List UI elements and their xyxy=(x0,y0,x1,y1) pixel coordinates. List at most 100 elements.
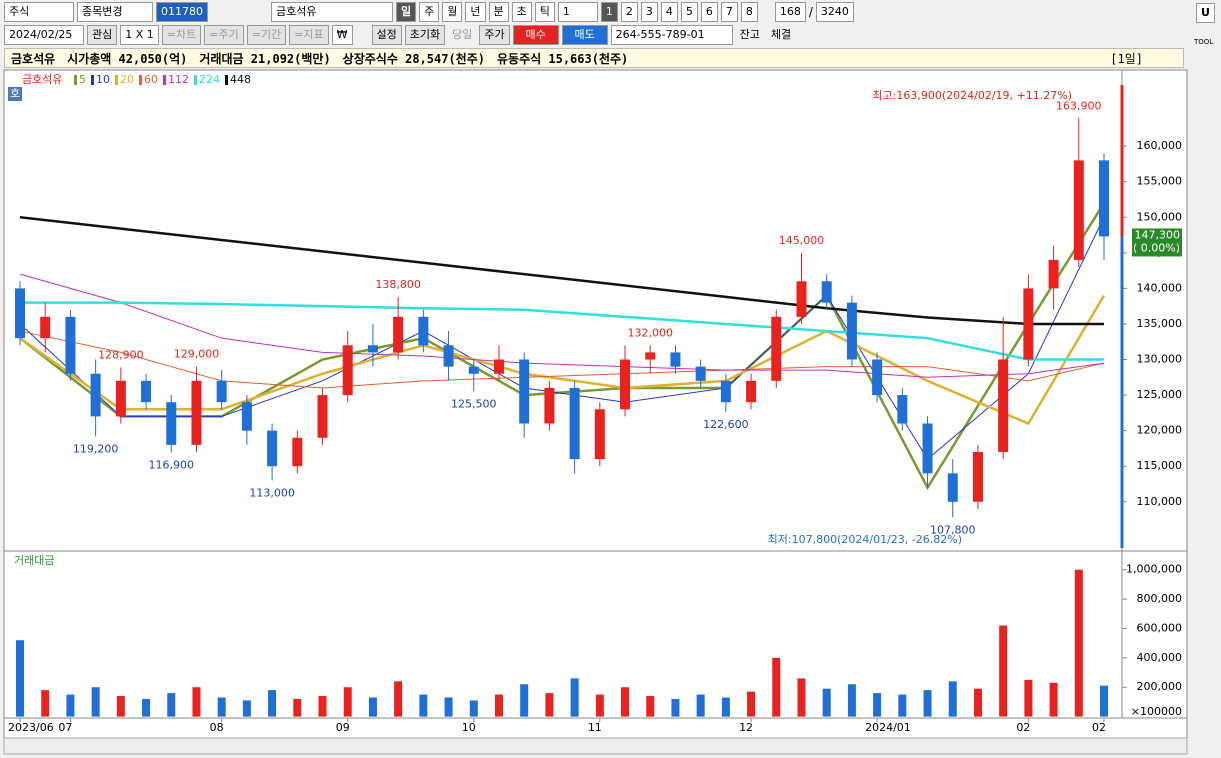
info-bar: 금호석유 시가총액 42,050(억) 거래대금 21,092(백만) 상장주식… xyxy=(4,48,1184,68)
y-tick-label: 130,000 xyxy=(1137,353,1183,366)
volume-bar xyxy=(116,696,125,717)
price-label: 107,800 xyxy=(930,523,976,536)
side-button[interactable]: U xyxy=(1196,3,1215,23)
info-item: 시가총액 42,050(억) xyxy=(67,52,188,66)
slot-button[interactable]: 6 xyxy=(700,2,718,22)
period-button[interactable]: 년 xyxy=(465,2,486,22)
today-check[interactable]: 당일 xyxy=(452,28,473,41)
reset-button[interactable]: 초기화 xyxy=(404,25,446,45)
count-input[interactable]: 168 xyxy=(774,2,806,22)
currency-button[interactable]: ₩ xyxy=(331,25,353,45)
moving-average xyxy=(19,217,1105,460)
price-label: 138,800 xyxy=(375,278,421,291)
legend-swatch xyxy=(163,75,166,85)
y-tick-label: 1,000,000 xyxy=(1126,563,1182,576)
candle-body xyxy=(746,380,757,403)
tab-button[interactable]: =지표 xyxy=(289,25,329,45)
volume-bar xyxy=(1100,685,1108,717)
last-change: ( 0.00%) xyxy=(1133,241,1180,254)
y-tick-label: 155,000 xyxy=(1137,175,1183,188)
legend-swatch xyxy=(194,75,197,85)
account-select[interactable]: 264-555-789-01 xyxy=(610,25,733,45)
separator: / xyxy=(808,5,813,19)
y-tick-label: 200,000 xyxy=(1137,680,1183,693)
sell-button[interactable]: 매도 xyxy=(561,25,608,45)
slot-button[interactable]: 1 xyxy=(600,2,618,22)
volume-bar xyxy=(167,693,176,717)
volume-bar xyxy=(192,687,201,717)
filled-check[interactable]: 체결 xyxy=(770,28,792,41)
volume-bar xyxy=(41,690,50,717)
x-tick-label: 2023/06 xyxy=(8,721,54,734)
interval-select[interactable]: 1 xyxy=(557,2,598,22)
volume-bar xyxy=(318,696,327,717)
legend-entry: 448 xyxy=(230,73,251,86)
info-item: 유동주식 15,663(천주) xyxy=(496,52,629,66)
y-tick-label: 400,000 xyxy=(1137,651,1183,664)
volume-bar xyxy=(822,688,831,717)
total-field[interactable]: 3240 xyxy=(815,2,854,22)
period-button[interactable]: 분 xyxy=(488,2,509,22)
toolbar-2: 2024/02/25 관심 1 X 1 =차트 =주기 =기간 =지표 ₩ 설정 초기화 당일 주가 매… xyxy=(0,24,795,46)
price-button[interactable]: 주가 xyxy=(479,25,510,45)
balance-check[interactable]: 잔고 xyxy=(739,28,760,41)
candle-body xyxy=(65,316,76,374)
low-note: 최저:107,800(2024/01/23, -26.82%) xyxy=(768,533,962,546)
market-select[interactable]: 주식 xyxy=(4,2,74,22)
x-tick-label: 08 xyxy=(210,721,224,734)
slot-button[interactable]: 5 xyxy=(680,2,698,22)
slot-button[interactable]: 7 xyxy=(720,2,738,22)
slot-button[interactable]: 8 xyxy=(740,2,758,22)
period-button[interactable]: 초 xyxy=(511,2,532,22)
buy-button[interactable]: 매수 xyxy=(512,25,559,45)
volume-bar xyxy=(999,625,1008,717)
price-label: 125,500 xyxy=(451,398,497,411)
name-field[interactable]: 금호석유 xyxy=(271,2,393,22)
candle-body xyxy=(90,373,101,417)
period-button[interactable]: 일 xyxy=(396,2,417,22)
volume-bar xyxy=(696,694,705,717)
candle-body xyxy=(998,359,1009,452)
period-button[interactable]: 월 xyxy=(442,2,463,22)
y-tick-label: 145,000 xyxy=(1137,246,1183,259)
change-button[interactable]: 종목변경 xyxy=(77,2,153,22)
tab-button[interactable]: =주기 xyxy=(204,25,244,45)
x-tick-label: 11 xyxy=(588,721,602,734)
legend-swatch xyxy=(139,75,142,85)
candle-body xyxy=(1073,160,1084,260)
x-tick-label: 02 xyxy=(1016,721,1030,734)
price-label: 145,000 xyxy=(779,234,825,247)
layout-button[interactable]: 1 X 1 xyxy=(120,25,159,45)
slot-button[interactable]: 3 xyxy=(640,2,658,22)
code-input[interactable]: 011780 xyxy=(156,2,208,22)
tab-button[interactable]: =기간 xyxy=(246,25,287,45)
settings-button[interactable]: 설정 xyxy=(371,25,402,45)
candle-body xyxy=(720,380,731,403)
candle-body xyxy=(947,473,958,502)
volume-bar xyxy=(671,698,680,717)
x-tick-label: 07 xyxy=(58,721,72,734)
candle-body xyxy=(216,380,227,403)
badge-bg xyxy=(8,87,22,101)
volume-bar xyxy=(721,697,730,717)
candle-body xyxy=(1023,288,1034,360)
volume-bar xyxy=(747,691,756,717)
candle-body xyxy=(342,345,353,396)
volume-bar xyxy=(646,696,655,717)
period-button[interactable]: 틱 xyxy=(534,2,555,22)
moving-average xyxy=(19,216,1104,326)
candle-body xyxy=(267,430,278,467)
period-button[interactable]: 주 xyxy=(419,2,440,22)
badge: 호 xyxy=(10,87,20,100)
watch-button[interactable]: 관심 xyxy=(87,25,118,45)
y-tick-label: 150,000 xyxy=(1137,210,1183,223)
volume-bar xyxy=(948,681,957,717)
slot-button[interactable]: 2 xyxy=(620,2,638,22)
tab-button[interactable]: =차트 xyxy=(161,25,202,45)
price-label: 122,600 xyxy=(703,418,749,431)
legend-swatch xyxy=(74,75,77,85)
slot-button[interactable]: 4 xyxy=(660,2,678,22)
date-input[interactable]: 2024/02/25 xyxy=(4,25,84,45)
volume-unit: ×100000 xyxy=(1131,705,1182,718)
